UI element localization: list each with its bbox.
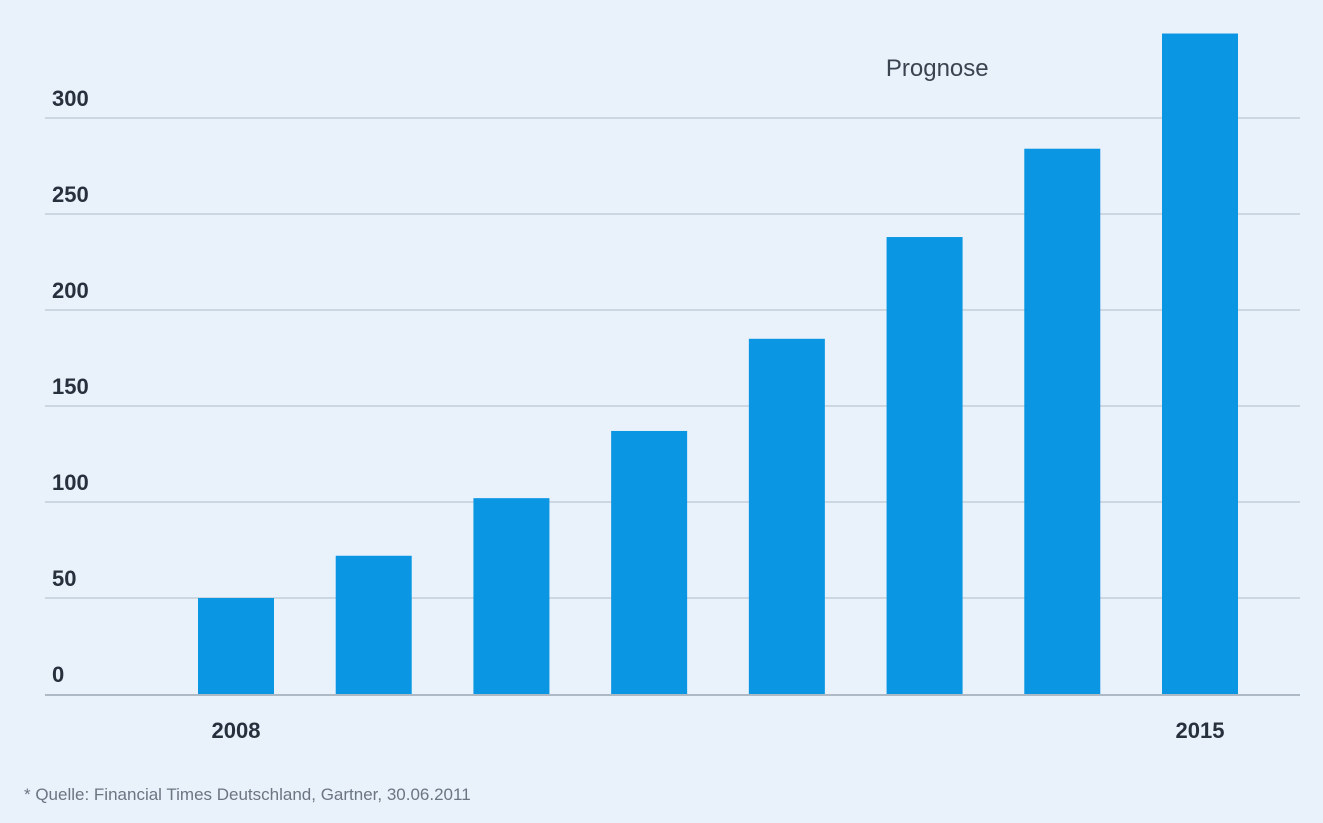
bar-1 — [198, 598, 274, 694]
y-tick-label: 150 — [52, 374, 89, 399]
y-tick-label: 100 — [52, 470, 89, 495]
bars — [198, 33, 1238, 695]
y-tick-label: 300 — [52, 86, 89, 111]
bar-7 — [1024, 148, 1101, 695]
bar-3 — [473, 498, 550, 694]
y-tick-labels: 0 50 100 150 200 250 300 — [52, 86, 89, 687]
y-tick-label: 200 — [52, 278, 89, 303]
bar-8 — [1162, 33, 1238, 694]
bar-5 — [748, 338, 825, 694]
bar-2 — [335, 555, 412, 694]
y-tick-label: 50 — [52, 566, 76, 591]
y-tick-label: 0 — [52, 662, 64, 687]
x-tick-label: 2015 — [1176, 718, 1225, 743]
bar-6 — [886, 237, 963, 695]
y-tick-label: 250 — [52, 182, 89, 207]
x-tick-label: 2008 — [212, 718, 261, 743]
annotation-prognose: Prognose — [886, 55, 989, 82]
x-tick-labels: 2008 2015 — [212, 718, 1225, 743]
source-note: * Quelle: Financial Times Deutschland, G… — [24, 785, 471, 804]
bar-4 — [611, 430, 688, 694]
